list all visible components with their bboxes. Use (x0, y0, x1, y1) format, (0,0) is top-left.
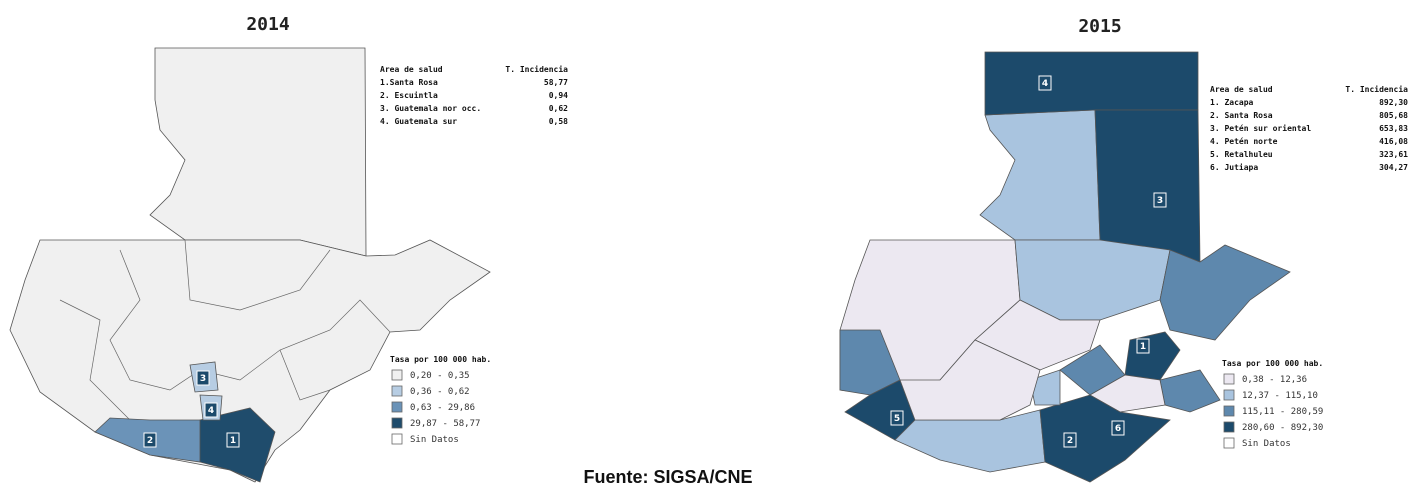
marker-label: 3 (1157, 196, 1163, 206)
legend-label: 0,36 - 0,62 (410, 387, 470, 397)
region (1124, 331, 1181, 381)
table-cell: 0,58 (549, 117, 568, 126)
table-cell: 2. Escuintla (380, 90, 438, 100)
region (1094, 109, 1201, 263)
region (1159, 244, 1291, 341)
table-header: Area de salud (380, 65, 443, 74)
table-header: T. Incidencia (1345, 84, 1408, 94)
region (1159, 369, 1221, 413)
marker (143, 432, 157, 448)
marker-label: 5 (894, 414, 900, 424)
legend-title: Tasa por 100 000 hab. (390, 355, 491, 364)
legend-swatch (391, 401, 403, 413)
region (1014, 239, 1171, 321)
table-header: Area de salud (1210, 85, 1273, 94)
marker-label: 1 (1140, 342, 1146, 352)
marker-label: 4 (1042, 79, 1048, 89)
region (984, 51, 1199, 116)
table-cell: 6. Jutiapa (1210, 162, 1258, 172)
marker-label: 3 (200, 374, 206, 384)
table-cell: 3. Petén sur oriental (1210, 123, 1311, 133)
marker (1153, 192, 1167, 208)
legend-swatch (1223, 405, 1235, 417)
marker (890, 410, 904, 426)
border (184, 239, 331, 311)
marker (196, 370, 210, 386)
source: Fuente: SIGSA/CNE (583, 467, 752, 487)
legend-swatch (1223, 421, 1235, 433)
border (279, 349, 331, 401)
legend-label: 12,37 - 115,10 (1242, 391, 1318, 401)
legend-swatch (391, 369, 403, 381)
marker (1136, 338, 1150, 354)
marker (1111, 420, 1125, 436)
table-header: T. Incidencia (505, 64, 568, 74)
legend-swatch (391, 417, 403, 429)
marker-label: 4 (208, 406, 214, 416)
table-cell: 1.Santa Rosa (380, 78, 438, 87)
legend-label: 0,20 - 0,35 (410, 371, 470, 381)
map-2014 (9, 47, 491, 483)
table-cell: 4. Petén norte (1210, 136, 1278, 146)
border (59, 299, 131, 421)
table-cell: 1. Zacapa (1210, 98, 1254, 107)
legend-swatch (391, 433, 403, 445)
legend-label: 0,38 - 12,36 (1242, 375, 1307, 385)
region (979, 109, 1101, 241)
marker-label: 1 (230, 436, 236, 446)
legend-swatch (1223, 437, 1235, 449)
table-cell: 3. Guatemala nor occ. (380, 104, 481, 113)
map-title: 2015 (1078, 16, 1121, 37)
table-cell: 805,68 (1379, 111, 1408, 120)
marker (226, 432, 240, 448)
table-cell: 653,83 (1379, 124, 1408, 133)
region (1039, 394, 1171, 483)
marker (204, 402, 218, 418)
table-cell: 0,62 (549, 104, 568, 113)
map-2015 (839, 51, 1291, 483)
legend-label: Sin Datos (410, 435, 459, 445)
table-cell: 416,08 (1379, 137, 1408, 146)
marker-label: 2 (1067, 436, 1073, 446)
legend-label: 0,63 - 29,86 (410, 403, 475, 413)
legend-swatch (391, 385, 403, 397)
marker-label: 2 (147, 436, 153, 446)
marker-label: 6 (1115, 424, 1121, 434)
table-cell: 323,61 (1379, 150, 1408, 159)
region (149, 47, 367, 257)
legend-label: 280,60 - 892,30 (1242, 423, 1323, 433)
region (899, 339, 1041, 421)
legend-title: Tasa por 100 000 hab. (1222, 359, 1323, 368)
table-cell: 5. Retalhuleu (1210, 150, 1273, 159)
table-cell: 892,30 (1379, 98, 1408, 107)
table-cell: 304,27 (1379, 163, 1408, 172)
marker (1038, 75, 1052, 91)
legend-label: Sin Datos (1242, 439, 1291, 449)
legend-label: 115,11 - 280,59 (1242, 407, 1323, 417)
map-title: 2014 (246, 14, 290, 35)
legend-label: 29,87 - 58,77 (410, 419, 480, 429)
table-cell: 4. Guatemala sur (380, 117, 457, 126)
table-cell: 0,94 (549, 91, 568, 100)
table-cell: 2. Santa Rosa (1210, 111, 1273, 120)
table-cell: 58,77 (544, 78, 568, 87)
legend-swatch (1223, 373, 1235, 385)
marker (1063, 432, 1077, 448)
legend-swatch (1223, 389, 1235, 401)
